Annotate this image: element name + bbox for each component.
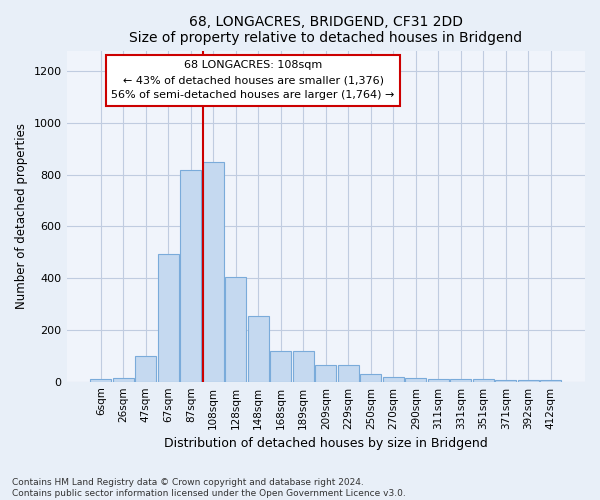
Bar xyxy=(270,350,292,382)
Bar xyxy=(360,374,382,382)
Bar xyxy=(90,379,112,382)
Bar xyxy=(540,380,562,382)
Bar xyxy=(473,379,494,382)
Bar xyxy=(203,162,224,382)
Bar xyxy=(315,365,337,382)
Text: 68 LONGACRES: 108sqm
← 43% of detached houses are smaller (1,376)
56% of semi-de: 68 LONGACRES: 108sqm ← 43% of detached h… xyxy=(112,60,395,100)
Bar xyxy=(293,350,314,382)
Bar xyxy=(405,378,427,382)
Bar xyxy=(495,380,517,382)
Bar xyxy=(180,170,202,382)
Bar xyxy=(428,378,449,382)
X-axis label: Distribution of detached houses by size in Bridgend: Distribution of detached houses by size … xyxy=(164,437,488,450)
Bar xyxy=(383,376,404,382)
Bar xyxy=(225,277,247,382)
Title: 68, LONGACRES, BRIDGEND, CF31 2DD
Size of property relative to detached houses i: 68, LONGACRES, BRIDGEND, CF31 2DD Size o… xyxy=(129,15,523,45)
Bar xyxy=(338,365,359,382)
Bar xyxy=(158,254,179,382)
Bar xyxy=(518,380,539,382)
Bar xyxy=(248,316,269,382)
Bar xyxy=(113,378,134,382)
Y-axis label: Number of detached properties: Number of detached properties xyxy=(15,123,28,309)
Bar xyxy=(135,356,157,382)
Text: Contains HM Land Registry data © Crown copyright and database right 2024.
Contai: Contains HM Land Registry data © Crown c… xyxy=(12,478,406,498)
Bar xyxy=(450,378,472,382)
